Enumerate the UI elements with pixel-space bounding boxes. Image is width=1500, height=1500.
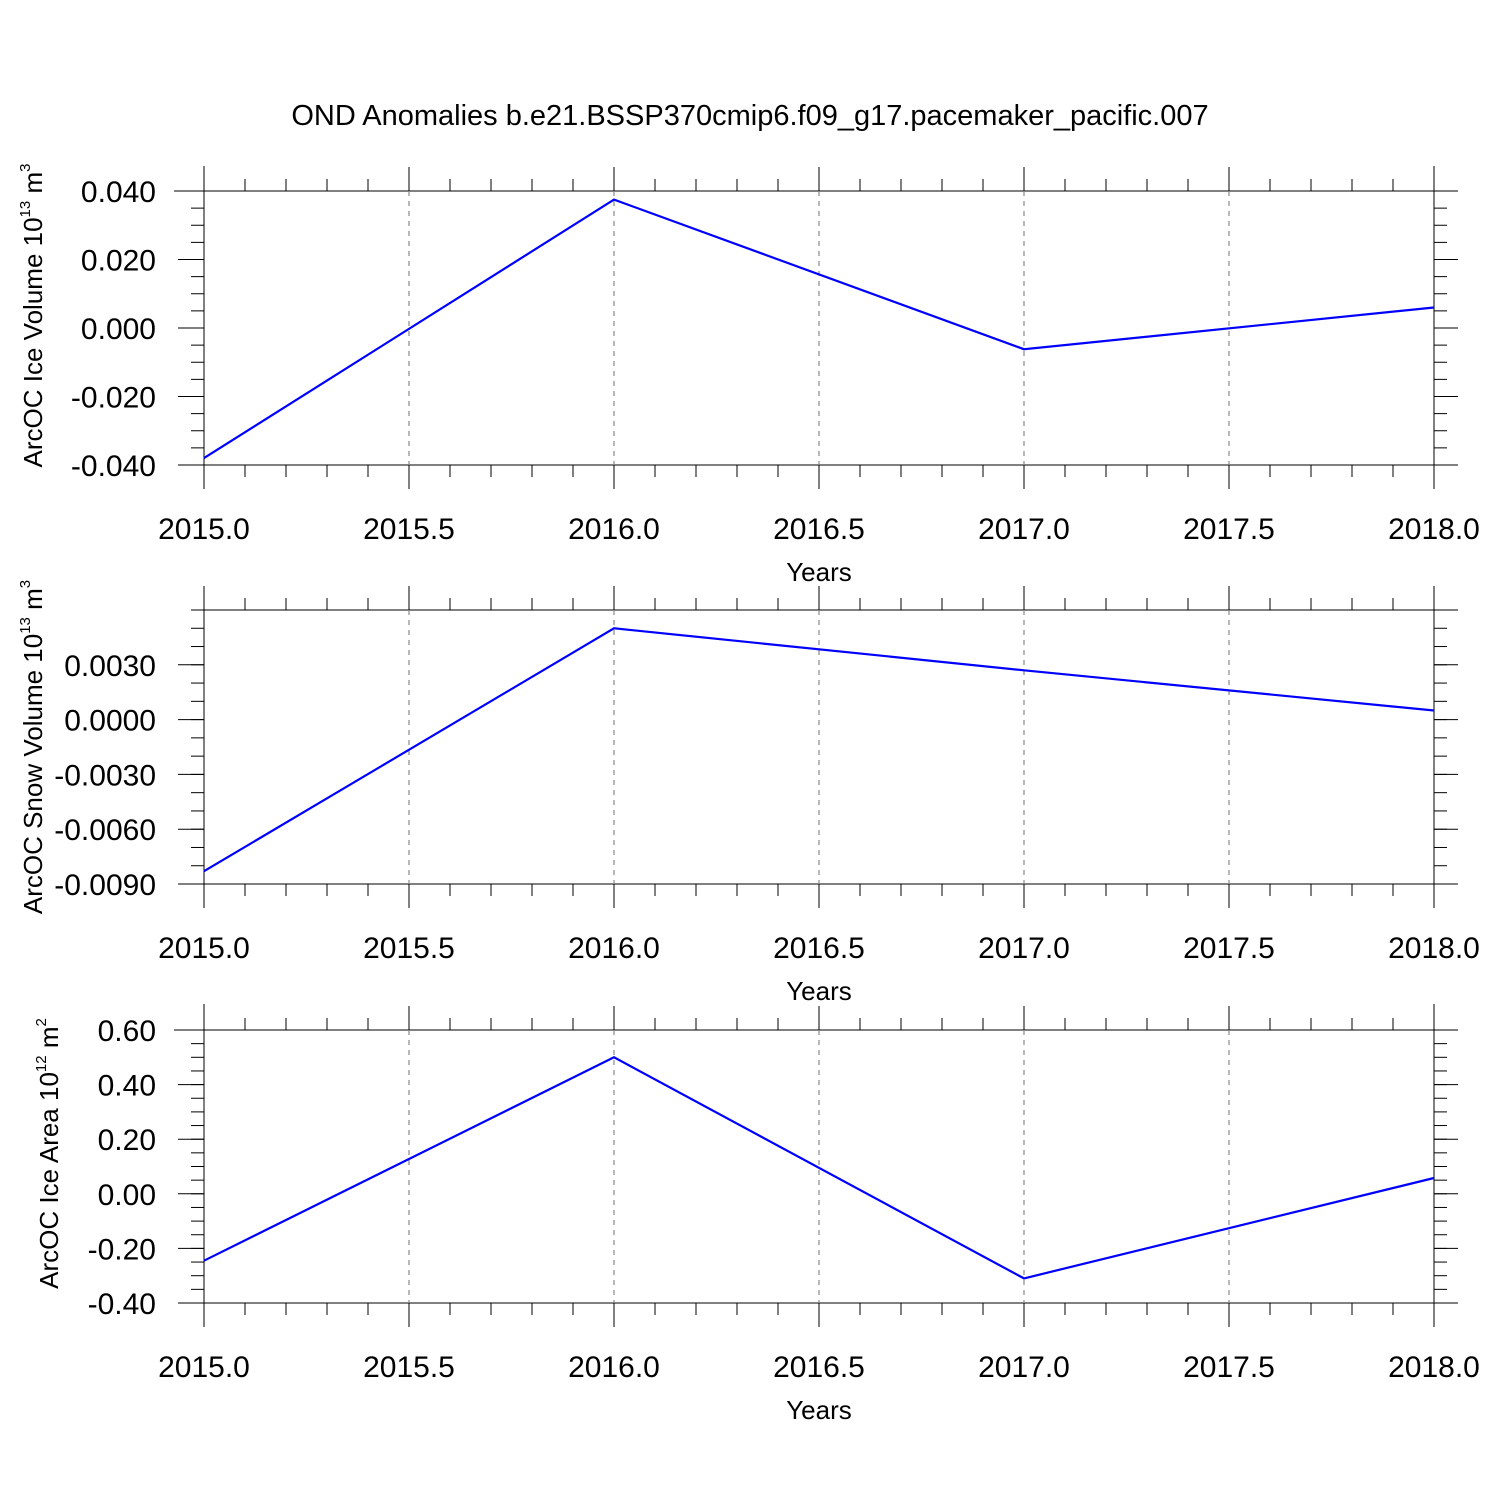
x-tick-label: 2018.0 [1388, 932, 1480, 965]
y-tick-label: 0.40 [98, 1070, 156, 1103]
x-axis-label: Years [786, 976, 852, 1006]
x-axis-label: Years [786, 557, 852, 587]
x-tick-label: 2017.5 [1183, 932, 1275, 965]
y-tick-label: 0.00 [98, 1179, 156, 1212]
y-axis-label: ArcOC Ice Area 1012 m2 [33, 1018, 64, 1289]
x-tick-label: 2016.0 [568, 932, 660, 965]
y-axis-label: ArcOC Ice Volume 1013 m3 [17, 164, 48, 468]
series-line [203, 627, 1435, 873]
series-line [203, 1056, 1435, 1280]
series-line [203, 198, 1435, 460]
x-axis-label: Years [786, 1395, 852, 1425]
panel-snow-volume: 2015.0 2015.5 2016.0 2016.5 2017.0 2017.5 2018… [17, 580, 1480, 1006]
x-tick-label: 2015.5 [363, 513, 455, 546]
y-tick-label: 0.60 [98, 1015, 156, 1048]
y-tick-label: -0.020 [71, 382, 156, 415]
x-tick-label: 2017.0 [978, 932, 1070, 965]
panel-ice-area: 2015.0 2015.5 2016.0 2016.5 2017.0 2017.5 2018… [33, 1004, 1480, 1425]
x-tick-label: 2018.0 [1388, 1351, 1480, 1384]
y-tick-label: 0.0030 [64, 650, 156, 683]
x-tick-label: 2016.5 [773, 513, 865, 546]
x-tick-label: 2017.0 [978, 1351, 1070, 1384]
y-tick-label: -0.040 [71, 450, 156, 483]
x-tick-label: 2018.0 [1388, 513, 1480, 546]
x-tick-label: 2016.0 [568, 513, 660, 546]
y-axis-label: ArcOC Snow Volume 1013 m3 [17, 580, 48, 914]
x-tick-label: 2015.0 [158, 1351, 250, 1384]
figure-title: OND Anomalies b.e21.BSSP370cmip6.f09_g17… [291, 100, 1208, 132]
y-tick-label: -0.40 [88, 1288, 156, 1321]
x-tick-label: 2015.0 [158, 513, 250, 546]
panel-ice-volume: 2015.0 2015.5 2016.0 2016.5 2017.0 2017.5 2018… [17, 164, 1480, 587]
y-tick-label: 0.000 [81, 313, 156, 346]
x-tick-label: 2016.5 [773, 1351, 865, 1384]
y-tick-label: -0.0030 [54, 759, 156, 792]
y-tick-label: -0.0060 [54, 814, 156, 847]
y-tick-label: 0.0000 [64, 705, 156, 738]
x-tick-label: 2017.0 [978, 513, 1070, 546]
y-tick-label: 0.020 [81, 245, 156, 278]
x-tick-label: 2017.5 [1183, 1351, 1275, 1384]
y-tick-label: 0.040 [81, 176, 156, 209]
x-tick-label: 2015.0 [158, 932, 250, 965]
x-tick-label: 2016.5 [773, 932, 865, 965]
x-tick-label: 2015.5 [363, 932, 455, 965]
y-tick-label: 0.20 [98, 1124, 156, 1157]
x-tick-label: 2016.0 [568, 1351, 660, 1384]
x-tick-label: 2015.5 [363, 1351, 455, 1384]
y-tick-label: -0.20 [88, 1233, 156, 1266]
x-tick-label: 2017.5 [1183, 513, 1275, 546]
y-tick-label: -0.0090 [54, 869, 156, 902]
